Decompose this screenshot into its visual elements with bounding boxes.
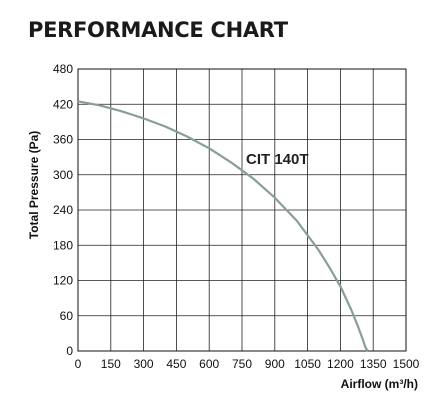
series-line-cit-140t: [77, 100, 369, 352]
y-tick-label: 480: [53, 62, 73, 76]
tick-labels: 0 150 300 450 600 750 900 1050 1200 1350 1500 0 60 12…: [53, 62, 420, 371]
y-axis-label: Total Pressure (Pa): [27, 131, 41, 239]
y-tick-label: 240: [53, 203, 73, 217]
x-axis-label: Airflow (m³/h): [341, 377, 418, 391]
x-tick-label: 0: [75, 357, 82, 371]
chart-title: PERFORMANCE CHART: [28, 18, 288, 42]
x-tick-label: 1500: [393, 357, 420, 371]
y-tick-label: 60: [60, 309, 74, 323]
x-tick-label: 450: [166, 357, 186, 371]
y-tick-label: 180: [53, 238, 73, 252]
x-tick-label: 150: [101, 357, 121, 371]
y-tick-label: 120: [53, 274, 73, 288]
x-tick-label: 300: [134, 357, 154, 371]
x-tick-label: 900: [265, 357, 285, 371]
x-tick-label: 1200: [327, 357, 354, 371]
series-label: CIT 140T: [246, 151, 309, 168]
series-layer: [77, 100, 369, 352]
x-tick-label: 750: [232, 357, 252, 371]
y-tick-label: 360: [53, 133, 73, 147]
grid: [78, 69, 406, 351]
y-tick-label: 420: [53, 97, 73, 111]
y-tick-label: 0: [66, 344, 73, 358]
x-tick-label: 600: [199, 357, 219, 371]
y-tick-label: 300: [53, 168, 73, 182]
plot-frame: [77, 68, 407, 352]
x-tick-label: 1050: [294, 357, 321, 371]
x-tick-label: 1350: [360, 357, 387, 371]
